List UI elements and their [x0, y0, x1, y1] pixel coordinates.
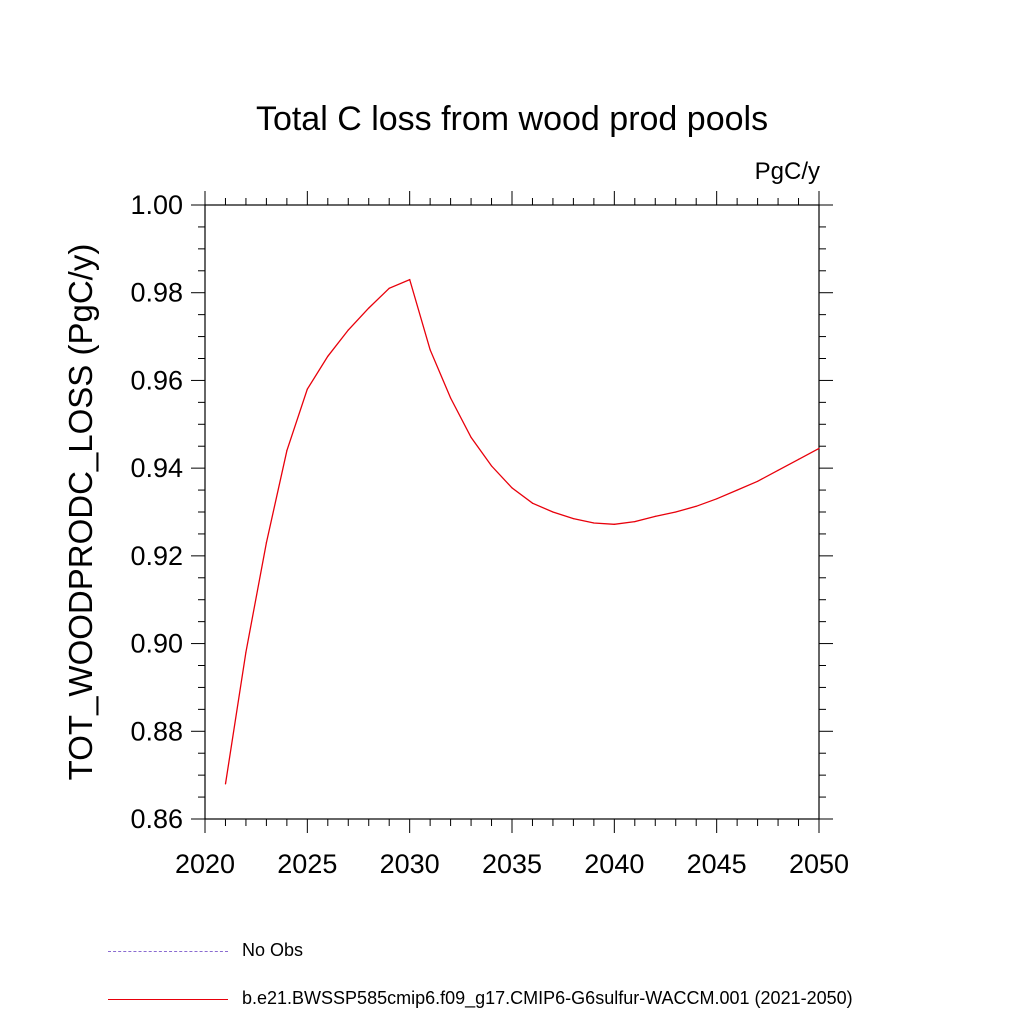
legend-label-obs: No Obs — [242, 940, 304, 960]
legend-label-case: b.e21.BWSSP585cmip6.f09_g17.CMIP6-G6sulf… — [242, 988, 853, 1008]
data-point — [654, 515, 656, 517]
y-tick-label: 0.94 — [130, 453, 183, 483]
y-tick-label: 0.92 — [130, 541, 183, 571]
y-tick-label: 0.98 — [130, 278, 183, 308]
series-line — [224, 278, 820, 784]
legend-swatch-solid — [108, 998, 228, 1000]
x-tick-label: 2040 — [584, 849, 644, 879]
data-point — [368, 307, 370, 309]
x-tick-label: 2020 — [175, 849, 235, 879]
data-point — [777, 469, 779, 471]
data-point — [757, 480, 759, 482]
data-point — [675, 511, 677, 513]
x-tick-label: 2035 — [482, 849, 542, 879]
legend-swatch-dashed — [108, 950, 228, 952]
x-tick-label: 2050 — [789, 849, 849, 879]
data-point — [429, 349, 431, 351]
data-point — [552, 511, 554, 513]
data-point — [265, 542, 267, 544]
data-point — [613, 523, 615, 525]
data-point — [245, 651, 247, 653]
data-point — [490, 465, 493, 467]
data-point — [327, 355, 329, 357]
y-tick-label: 0.86 — [130, 804, 183, 834]
data-point — [388, 287, 390, 289]
units-label: PgC/y — [754, 158, 820, 185]
data-point — [695, 505, 697, 507]
data-point — [634, 521, 636, 523]
data-point — [818, 447, 820, 450]
data-point — [470, 436, 472, 439]
data-point — [409, 278, 411, 281]
data-point — [716, 498, 718, 500]
legend-item-obs: No Obs — [108, 940, 303, 961]
data-point — [593, 522, 595, 524]
data-point — [286, 450, 288, 452]
chart-title: Total C loss from wood prod pools — [255, 100, 769, 138]
data-point — [736, 489, 738, 491]
plot-frame — [204, 204, 820, 820]
legend-item-case: b.e21.BWSSP585cmip6.f09_g17.CMIP6-G6sulf… — [108, 988, 853, 1009]
y-axis-label: TOT_WOODPRODC_LOSS (PgC/y) — [62, 244, 99, 781]
y-tick-label: 0.96 — [130, 365, 183, 395]
x-tick-label: 2025 — [277, 849, 337, 879]
data-point — [450, 397, 452, 399]
data-point — [511, 487, 513, 489]
y-tick-label: 0.88 — [130, 716, 183, 746]
x-tick-label: 2030 — [380, 849, 440, 879]
data-point — [572, 517, 575, 520]
x-tick-label: 2045 — [687, 849, 747, 879]
data-point — [531, 502, 534, 504]
data-point — [347, 329, 349, 331]
y-tick-label: 0.90 — [130, 629, 183, 659]
y-tick-label: 1.00 — [130, 190, 183, 220]
data-point — [797, 458, 800, 460]
data-point — [306, 388, 308, 390]
data-point — [224, 783, 227, 785]
